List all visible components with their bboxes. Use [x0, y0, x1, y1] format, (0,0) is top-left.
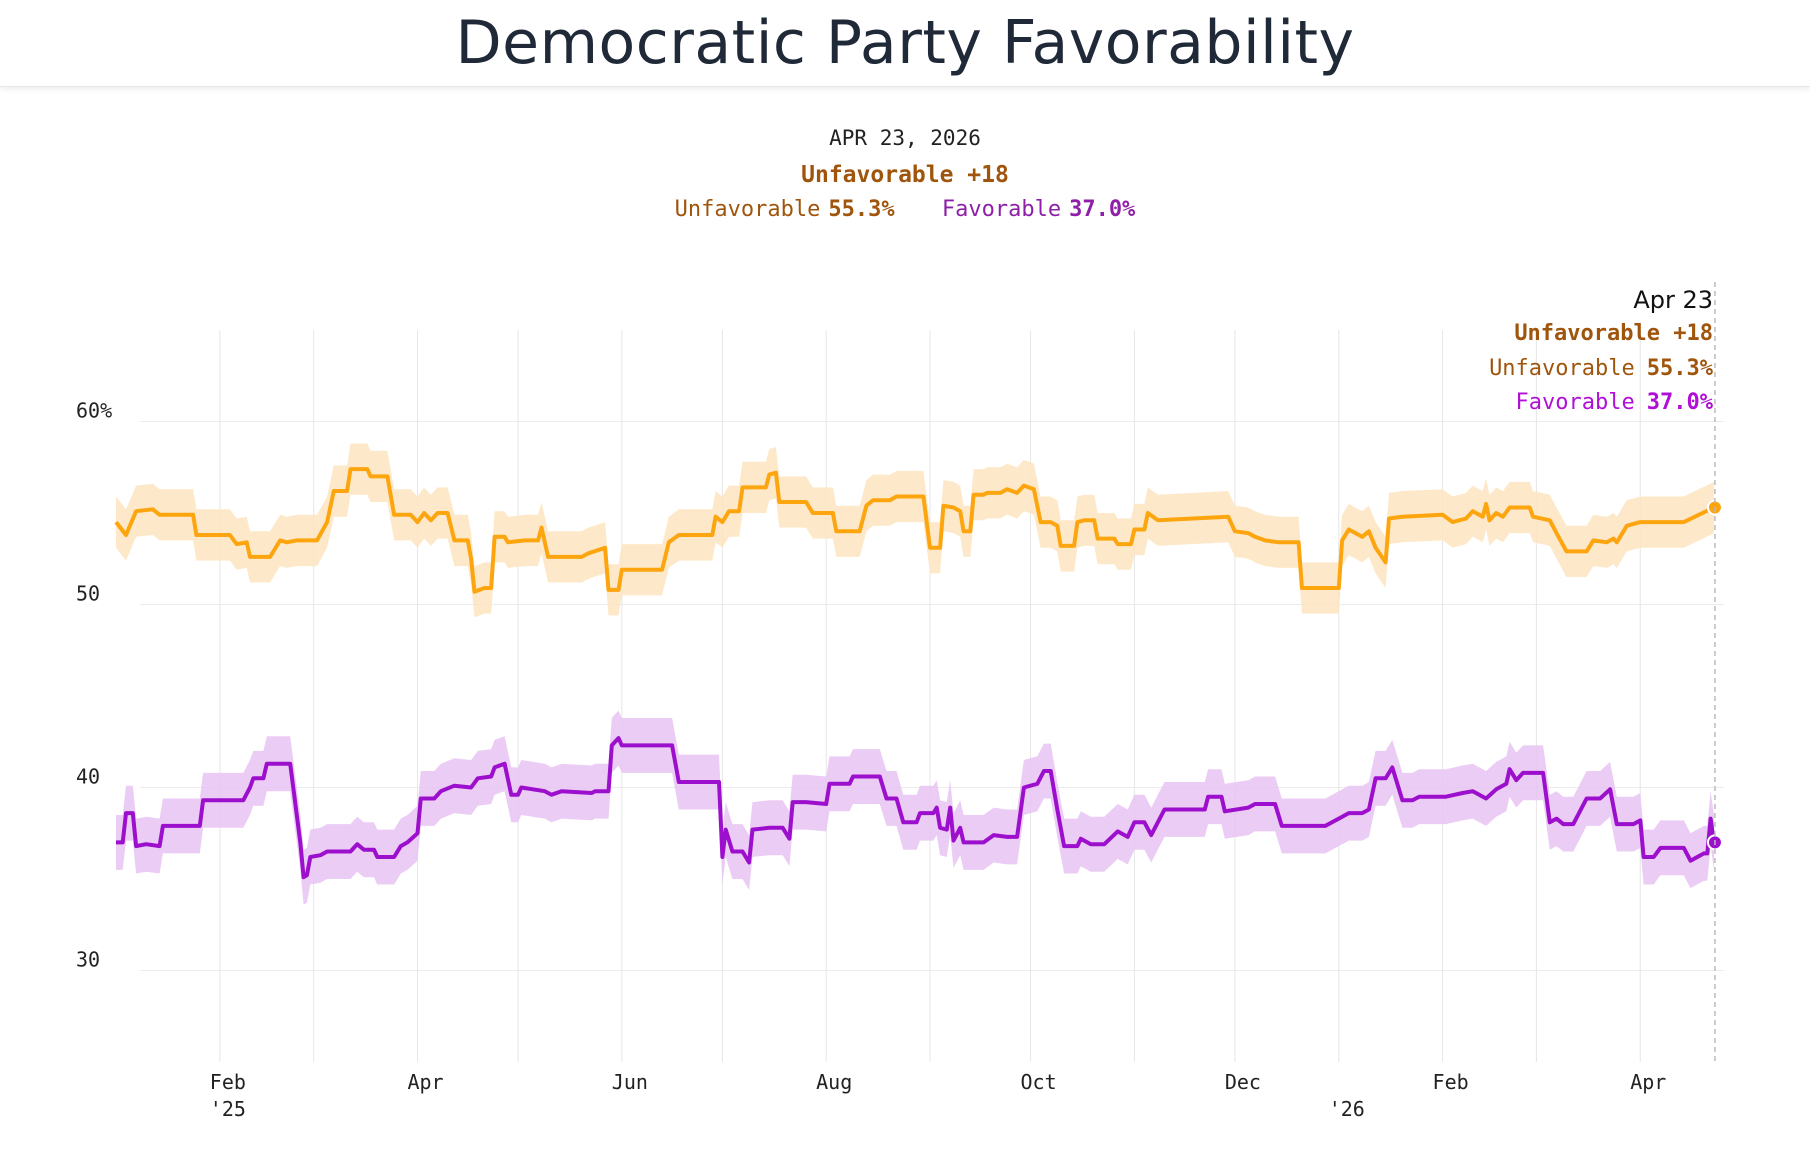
bands [116, 443, 1714, 905]
x-tick-sublabel: '26 [1329, 1097, 1365, 1121]
tooltip-favorable-label: Favorable [1516, 390, 1635, 415]
summary-favorable-value: 37.0% [1069, 197, 1136, 222]
summary-values: Unfavorable 55.3% Favorable 37.0% [0, 197, 1810, 222]
favorable-line [116, 736, 1716, 880]
summary-lead: Unfavorable +18 [801, 162, 1009, 188]
x-tick-label: Aug [816, 1070, 852, 1094]
y-tick-label: 60% [76, 399, 112, 423]
x-tick-sublabel: '25 [210, 1097, 246, 1121]
page-title: Democratic Party Favorability [455, 8, 1355, 78]
x-tick-label: Oct [1020, 1070, 1056, 1094]
y-tick-label: 30 [76, 948, 100, 972]
x-tick-label: Jun [612, 1070, 648, 1094]
x-tick-label: Dec [1225, 1070, 1261, 1094]
unfavorable-confidence-band [116, 443, 1714, 618]
tooltip-date: Apr 23 [1633, 286, 1713, 314]
summary-unfavorable-label: Unfavorable [674, 197, 821, 222]
title-bar [0, 0, 1810, 87]
axis-ticks: 60% 50 40 30 Feb '25 Apr Jun Aug Oct Dec '26 Feb Apr [76, 399, 1666, 1122]
x-tick-label: Apr [407, 1070, 443, 1094]
x-tick-label: Apr [1630, 1070, 1666, 1094]
tooltip-favorable: Favorable 37.0% [1516, 390, 1714, 415]
x-tick-label: Feb [1433, 1070, 1469, 1094]
summary-date: APR 23, 2026 [829, 126, 981, 150]
tooltip-unfavorable-value: 55.3% [1647, 356, 1714, 381]
y-tick-label: 50 [76, 582, 100, 606]
tooltip-unfavorable-label: Unfavorable [1489, 356, 1635, 381]
summary-unfavorable-value: 55.3% [828, 197, 895, 222]
unfavorable-line [114, 467, 1715, 594]
tooltip-unfavorable: Unfavorable 55.3% [1489, 356, 1714, 381]
favorable-confidence-band [116, 710, 1714, 905]
y-tick-label: 40 [76, 765, 100, 789]
summary-favorable-label: Favorable [941, 197, 1062, 222]
tooltip-lead: Unfavorable +18 [1514, 321, 1713, 346]
x-tick-label: Feb [210, 1070, 246, 1094]
grid [140, 330, 1724, 1062]
lines [114, 467, 1723, 880]
tooltip-favorable-value: 37.0% [1647, 390, 1714, 415]
